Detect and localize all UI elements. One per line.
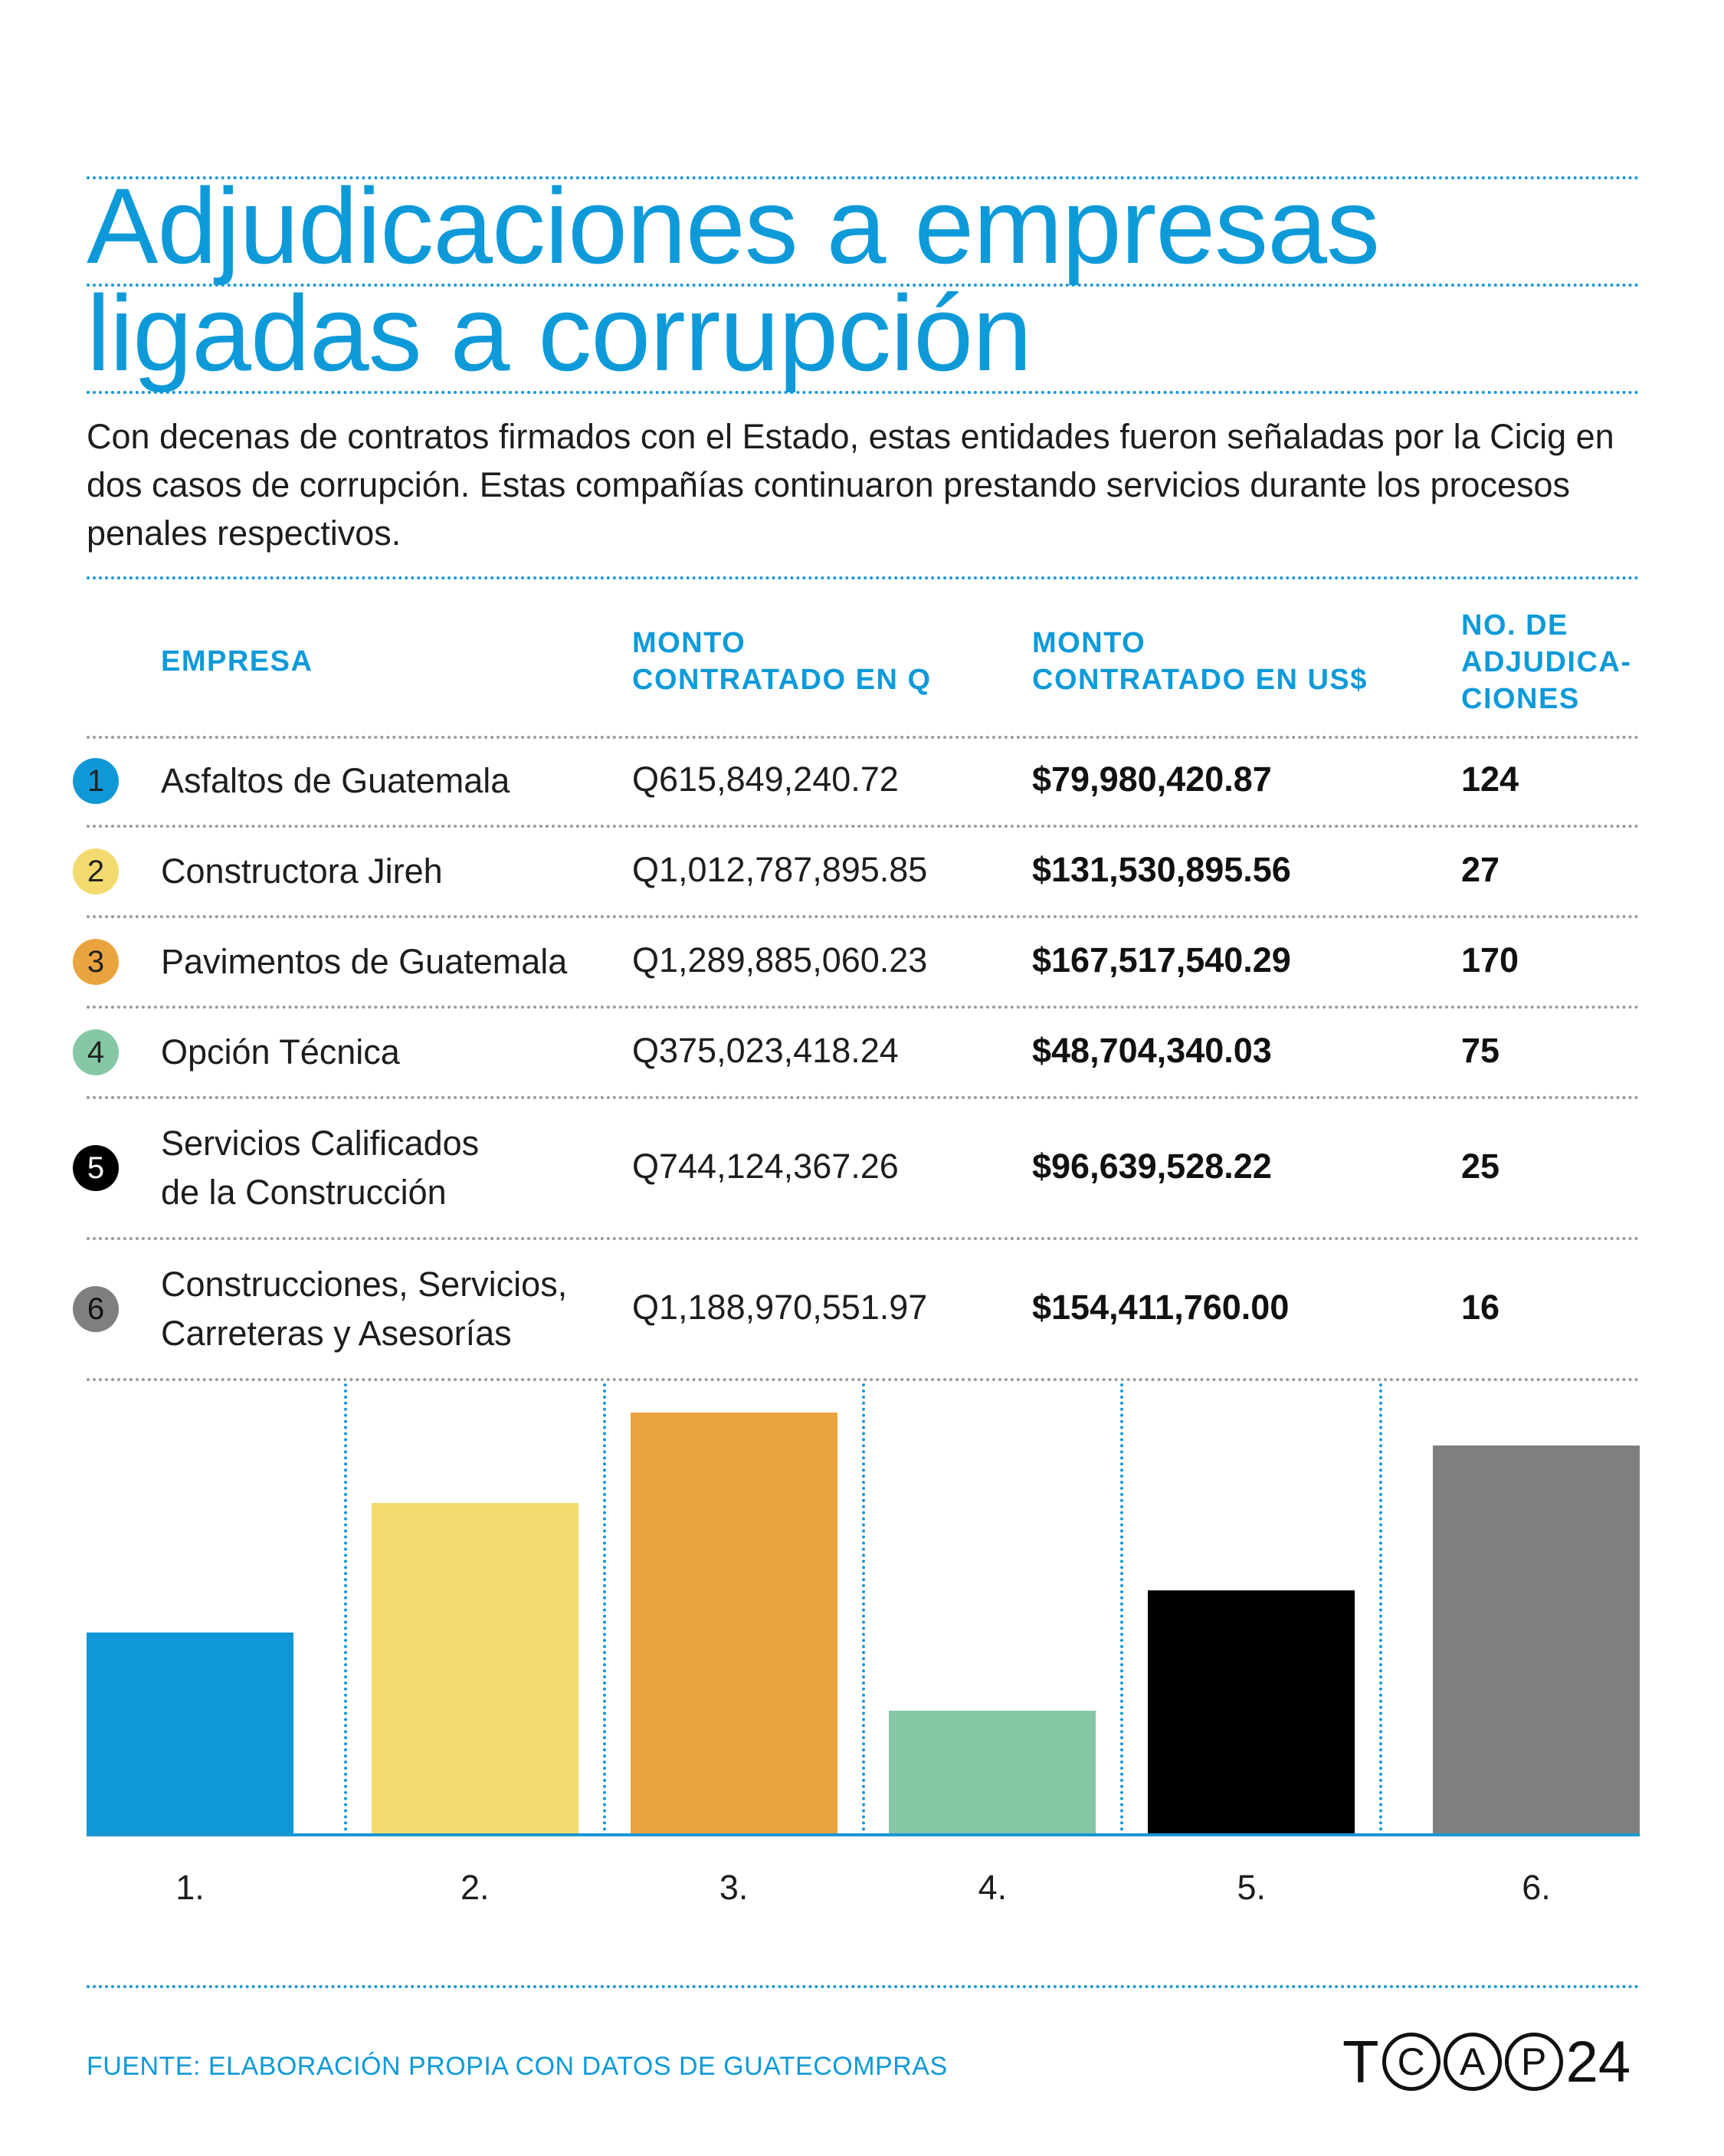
chart-slot-divider [861, 1383, 865, 1837]
header-empresa: EMPRESA [161, 645, 313, 678]
row-divider [87, 1096, 1640, 1099]
rule-title-bottom [87, 391, 1640, 394]
company-name: Pavimentos de Guatemala [161, 937, 567, 986]
company-name-line: Asfaltos de Guatemala [161, 761, 510, 800]
bar-1 [87, 1632, 293, 1833]
logo-number: 24 [1565, 2029, 1631, 2095]
amount-q: Q744,124,367.26 [632, 1147, 899, 1186]
page-title: Adjudicaciones a empresas ligadas a corr… [87, 172, 1380, 393]
title-line-2: ligadas a corrupción [87, 273, 1032, 393]
row-number-badge: 6 [73, 1286, 119, 1332]
amount-usd: $79,980,420.87 [1032, 760, 1272, 799]
logo-letter-p: P [1504, 2033, 1563, 2091]
x-tick-label: 3. [719, 1868, 749, 1907]
amount-q: Q1,188,970,551.97 [632, 1288, 928, 1327]
row-number-badge: 1 [73, 758, 119, 804]
row-number-badge: 2 [73, 848, 119, 894]
row-divider [87, 1237, 1640, 1240]
company-name-line: Constructora Jireh [161, 852, 443, 891]
rule-title-mid [87, 284, 1640, 287]
rule-intro-bottom [87, 576, 1640, 579]
logo-letter-a: A [1443, 2033, 1502, 2091]
company-name: Asfaltos de Guatemala [161, 756, 510, 806]
bar-3 [630, 1412, 837, 1833]
company-name-line: de la Construcción [161, 1173, 447, 1212]
adjudication-count: 170 [1461, 940, 1519, 980]
bar-4 [889, 1711, 1096, 1833]
amount-usd: $131,530,895.56 [1032, 850, 1291, 889]
bar-5 [1148, 1590, 1355, 1833]
adjudication-count: 27 [1461, 850, 1500, 889]
company-name: Construcciones, Servicios, Carreteras y A… [161, 1260, 567, 1358]
company-name: Opción Técnica [161, 1028, 400, 1077]
row-divider [87, 1378, 1640, 1381]
chart-slot-divider [1379, 1383, 1383, 1837]
rule-top [87, 176, 1640, 179]
row-number-badge: 5 [73, 1145, 119, 1191]
company-name: Constructora Jireh [161, 847, 443, 896]
company-name-line: Servicios Calificados [161, 1124, 480, 1163]
x-tick-label: 4. [978, 1868, 1008, 1907]
header-divider [87, 736, 1640, 739]
amount-usd: $167,517,540.29 [1032, 940, 1291, 980]
row-divider [87, 1006, 1640, 1009]
header-adjudicaciones: NO. DE ADJUDICA- CIONES [1461, 609, 1632, 715]
chart-slot-divider [1120, 1383, 1124, 1837]
adjudication-count: 124 [1461, 760, 1519, 799]
bar-6 [1433, 1445, 1640, 1833]
chart-baseline [87, 1833, 1640, 1836]
amount-q: Q375,023,418.24 [632, 1031, 899, 1070]
company-name-line: Opción Técnica [161, 1032, 400, 1071]
logo-letter-t: T [1342, 2027, 1379, 2095]
company-name-line: Pavimentos de Guatemala [161, 942, 568, 981]
chart-slot-divider [343, 1383, 347, 1837]
amount-q: Q1,012,787,895.85 [632, 850, 928, 889]
row-number-badge: 3 [73, 939, 119, 985]
source-note: FUENTE: ELABORACIÓN PROPIA CON DATOS DE … [87, 2052, 948, 2081]
amount-usd: $96,639,528.22 [1032, 1147, 1272, 1186]
adjudication-count: 75 [1461, 1031, 1500, 1070]
amount-q: Q1,289,885,060.23 [632, 940, 928, 980]
row-divider [87, 825, 1640, 828]
chart-slot-divider [602, 1383, 606, 1837]
company-name-line: Construcciones, Servicios, [161, 1265, 568, 1304]
tcap24-logo: T C A P 24 [1342, 2028, 1631, 2095]
row-number-badge: 4 [73, 1029, 119, 1075]
bar-2 [371, 1502, 578, 1833]
x-tick-label: 6. [1522, 1868, 1551, 1907]
adjudication-count: 25 [1461, 1147, 1500, 1186]
company-name: Servicios Calificados de la Construcción [161, 1119, 479, 1217]
company-name-line: Carreteras y Asesorías [161, 1314, 512, 1353]
logo-letter-c: C [1381, 2033, 1440, 2091]
amount-q: Q615,849,240.72 [632, 760, 899, 799]
amount-usd: $48,704,340.03 [1032, 1031, 1272, 1070]
x-tick-label: 1. [175, 1868, 205, 1907]
adjudication-count: 16 [1461, 1288, 1500, 1327]
x-tick-label: 5. [1237, 1868, 1267, 1907]
header-monto-q: MONTO CONTRATADO EN Q [632, 627, 932, 696]
amount-usd: $154,411,760.00 [1032, 1288, 1290, 1327]
intro-text: Con decenas de contratos firmados con el… [87, 417, 1614, 553]
x-tick-label: 2. [460, 1868, 490, 1907]
title-line-1: Adjudicaciones a empresas [87, 166, 1380, 286]
rule-footer [87, 1985, 1640, 1988]
row-divider [87, 915, 1640, 918]
header-monto-usd: MONTO CONTRATADO EN US$ [1032, 627, 1368, 696]
